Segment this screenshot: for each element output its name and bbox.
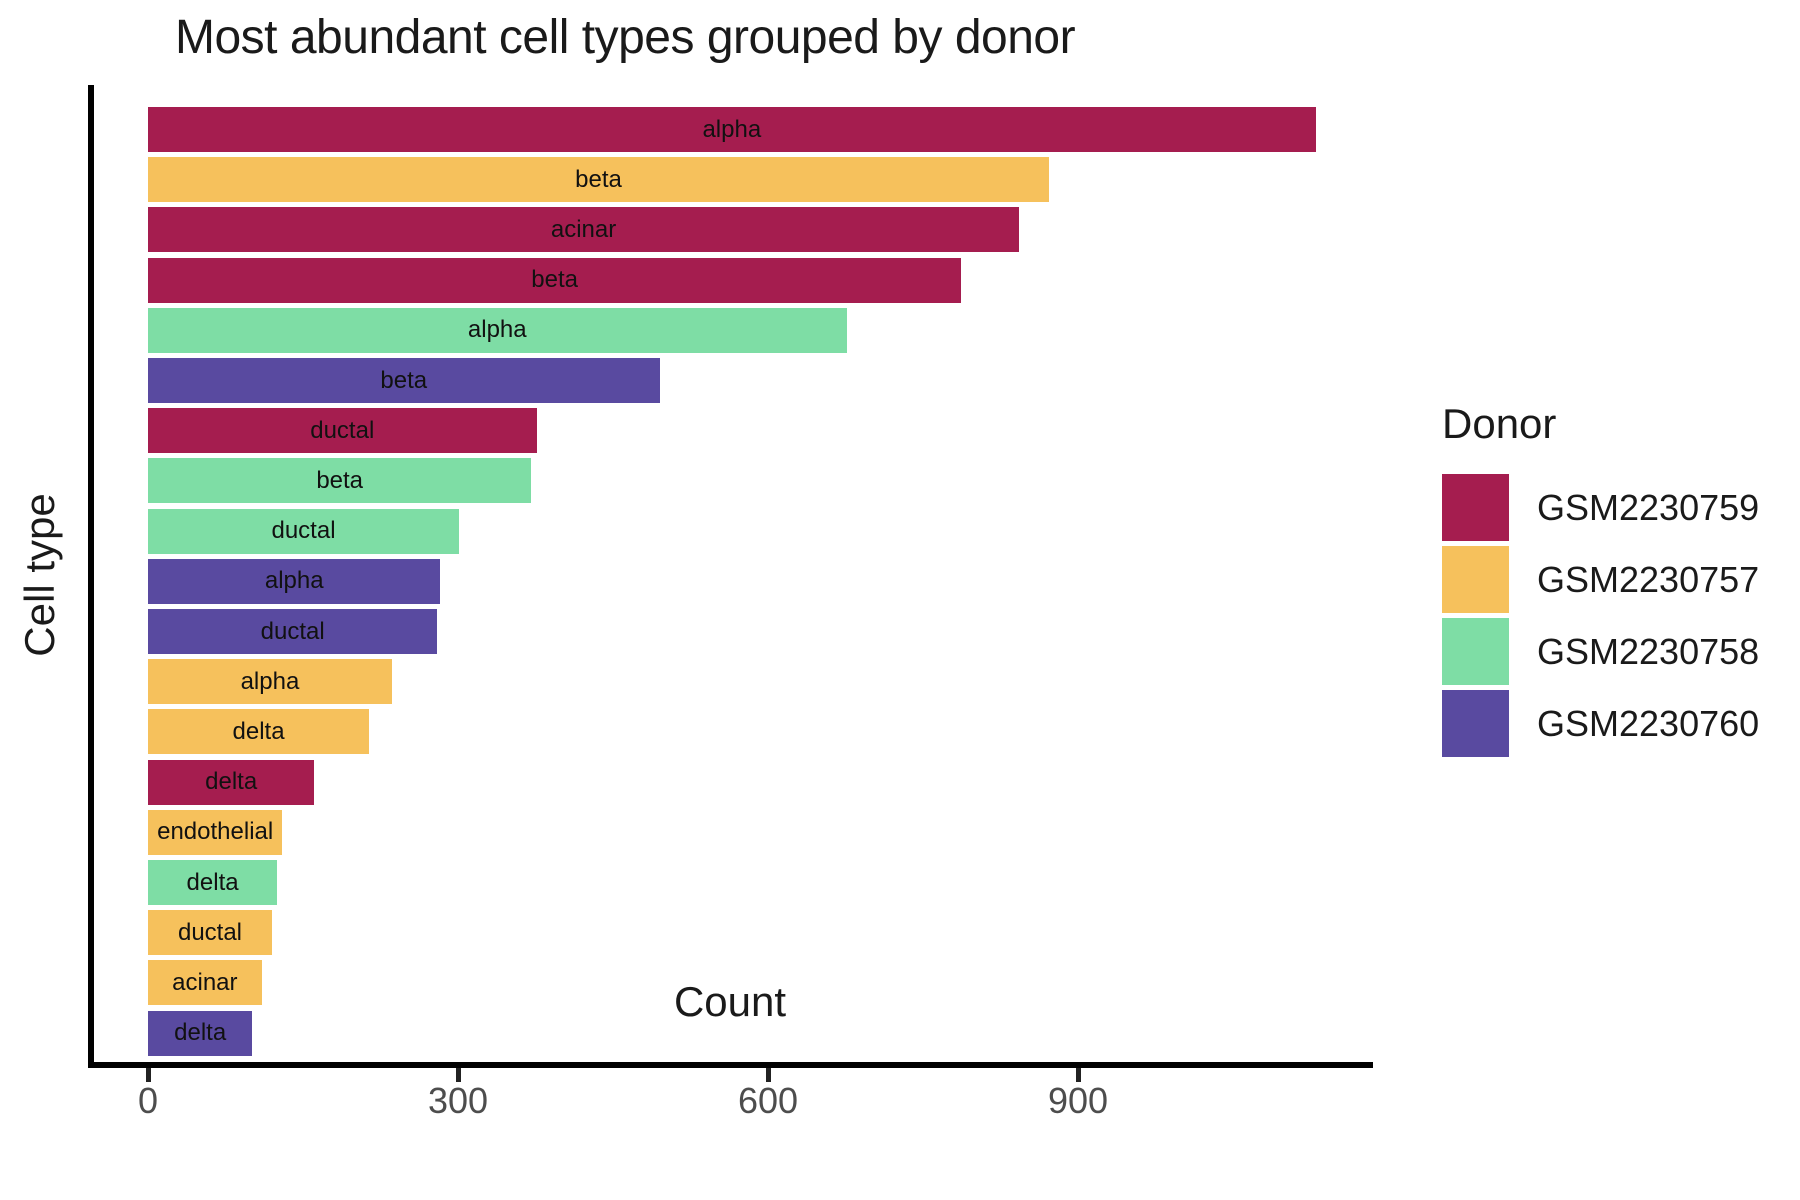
x-tick-mark-300: [455, 1068, 461, 1082]
legend-item-GSM2230759: GSM2230759: [1442, 474, 1759, 541]
x-axis-title: Count: [673, 978, 787, 1025]
bar-endothelial-GSM2230757: endothelial: [148, 809, 283, 855]
x-tick-mark-900: [1075, 1068, 1081, 1082]
legend-label: GSM2230760: [1537, 702, 1760, 744]
x-axis-line: [88, 1062, 1373, 1068]
legend-swatch-GSM2230757: [1442, 546, 1509, 613]
bar-label: delta: [205, 768, 258, 796]
legend-items: GSM2230759 GSM2230757 GSM2230758 GSM2230760: [1442, 474, 1759, 757]
legend-item-GSM2230758: GSM2230758: [1442, 618, 1759, 685]
bar-delta-GSM2230760: delta: [148, 1010, 253, 1056]
bar-delta-GSM2230758: delta: [148, 860, 278, 905]
bar-beta-GSM2230759: beta: [148, 257, 962, 303]
bar-label: acinar: [550, 215, 617, 243]
chart-title: Most abundant cell types grouped by dono…: [175, 11, 1076, 64]
bar-alpha-GSM2230757: alpha: [148, 659, 392, 705]
legend-swatch-GSM2230758: [1442, 618, 1509, 685]
x-tick-label-900: 900: [1047, 1080, 1109, 1121]
legend-label: GSM2230757: [1537, 558, 1760, 600]
bar-beta-GSM2230757: beta: [148, 157, 1050, 203]
bar-label: ductal: [310, 416, 375, 444]
x-tick-mark-0: [145, 1068, 151, 1082]
legend-swatch-GSM2230760: [1442, 690, 1509, 757]
bar-label: alpha: [702, 115, 762, 143]
legend-swatch-GSM2230759: [1442, 474, 1509, 541]
bar-alpha-GSM2230760: alpha: [148, 558, 441, 604]
bar-label: delta: [174, 1019, 227, 1047]
y-axis-line: [88, 85, 94, 1068]
bar-ductal-GSM2230760: ductal: [148, 609, 438, 654]
bar-label: alpha: [240, 667, 300, 695]
bar-label: beta: [575, 165, 622, 193]
bar-label: endothelial: [157, 818, 274, 846]
bar-label: delta: [186, 868, 239, 896]
bar-label: alpha: [264, 567, 324, 595]
legend-title: Donor: [1442, 400, 1557, 447]
bar-label: delta: [232, 717, 285, 745]
bar-beta-GSM2230758: beta: [148, 458, 532, 504]
x-tick-label-600: 600: [737, 1080, 799, 1121]
bar-label: beta: [316, 466, 364, 494]
legend-label: GSM2230758: [1537, 630, 1760, 672]
bar-alpha-GSM2230758: alpha: [148, 307, 847, 353]
bar-ductal-GSM2230759: ductal: [148, 408, 537, 454]
bar-label: alpha: [467, 316, 527, 344]
legend-item-GSM2230757: GSM2230757: [1442, 546, 1759, 613]
bar-label: beta: [531, 266, 578, 294]
bar-label: acinar: [172, 968, 238, 996]
bar-ductal-GSM2230758: ductal: [148, 508, 460, 554]
legend-item-GSM2230760: GSM2230760: [1442, 690, 1759, 757]
bar-acinar-GSM2230757: acinar: [148, 960, 262, 1006]
bar-label: beta: [380, 366, 428, 394]
legend: Donor GSM2230759 GSM2230757 GSM2230758 GSM2…: [1442, 400, 1759, 762]
x-tick-mark-600: [765, 1068, 771, 1082]
bars-group: alpha beta acinar beta alpha beta ductal beta du…: [148, 107, 1448, 1067]
bar-delta-GSM2230759: delta: [148, 759, 315, 805]
x-tick-label-0: 0: [137, 1080, 159, 1121]
x-tick-label-300: 300: [427, 1080, 489, 1121]
bar-ductal-GSM2230757: ductal: [148, 910, 272, 956]
bar-alpha-GSM2230759: alpha: [148, 107, 1316, 152]
bar-acinar-GSM2230759: acinar: [148, 207, 1020, 253]
bar-label: ductal: [271, 517, 336, 545]
bar-delta-GSM2230757: delta: [148, 709, 370, 755]
bar-beta-GSM2230760: beta: [148, 358, 660, 403]
bar-label: ductal: [177, 918, 243, 946]
y-axis-title: Cell type: [16, 493, 63, 657]
bar-label: ductal: [260, 617, 325, 645]
legend-label: GSM2230759: [1537, 486, 1760, 528]
